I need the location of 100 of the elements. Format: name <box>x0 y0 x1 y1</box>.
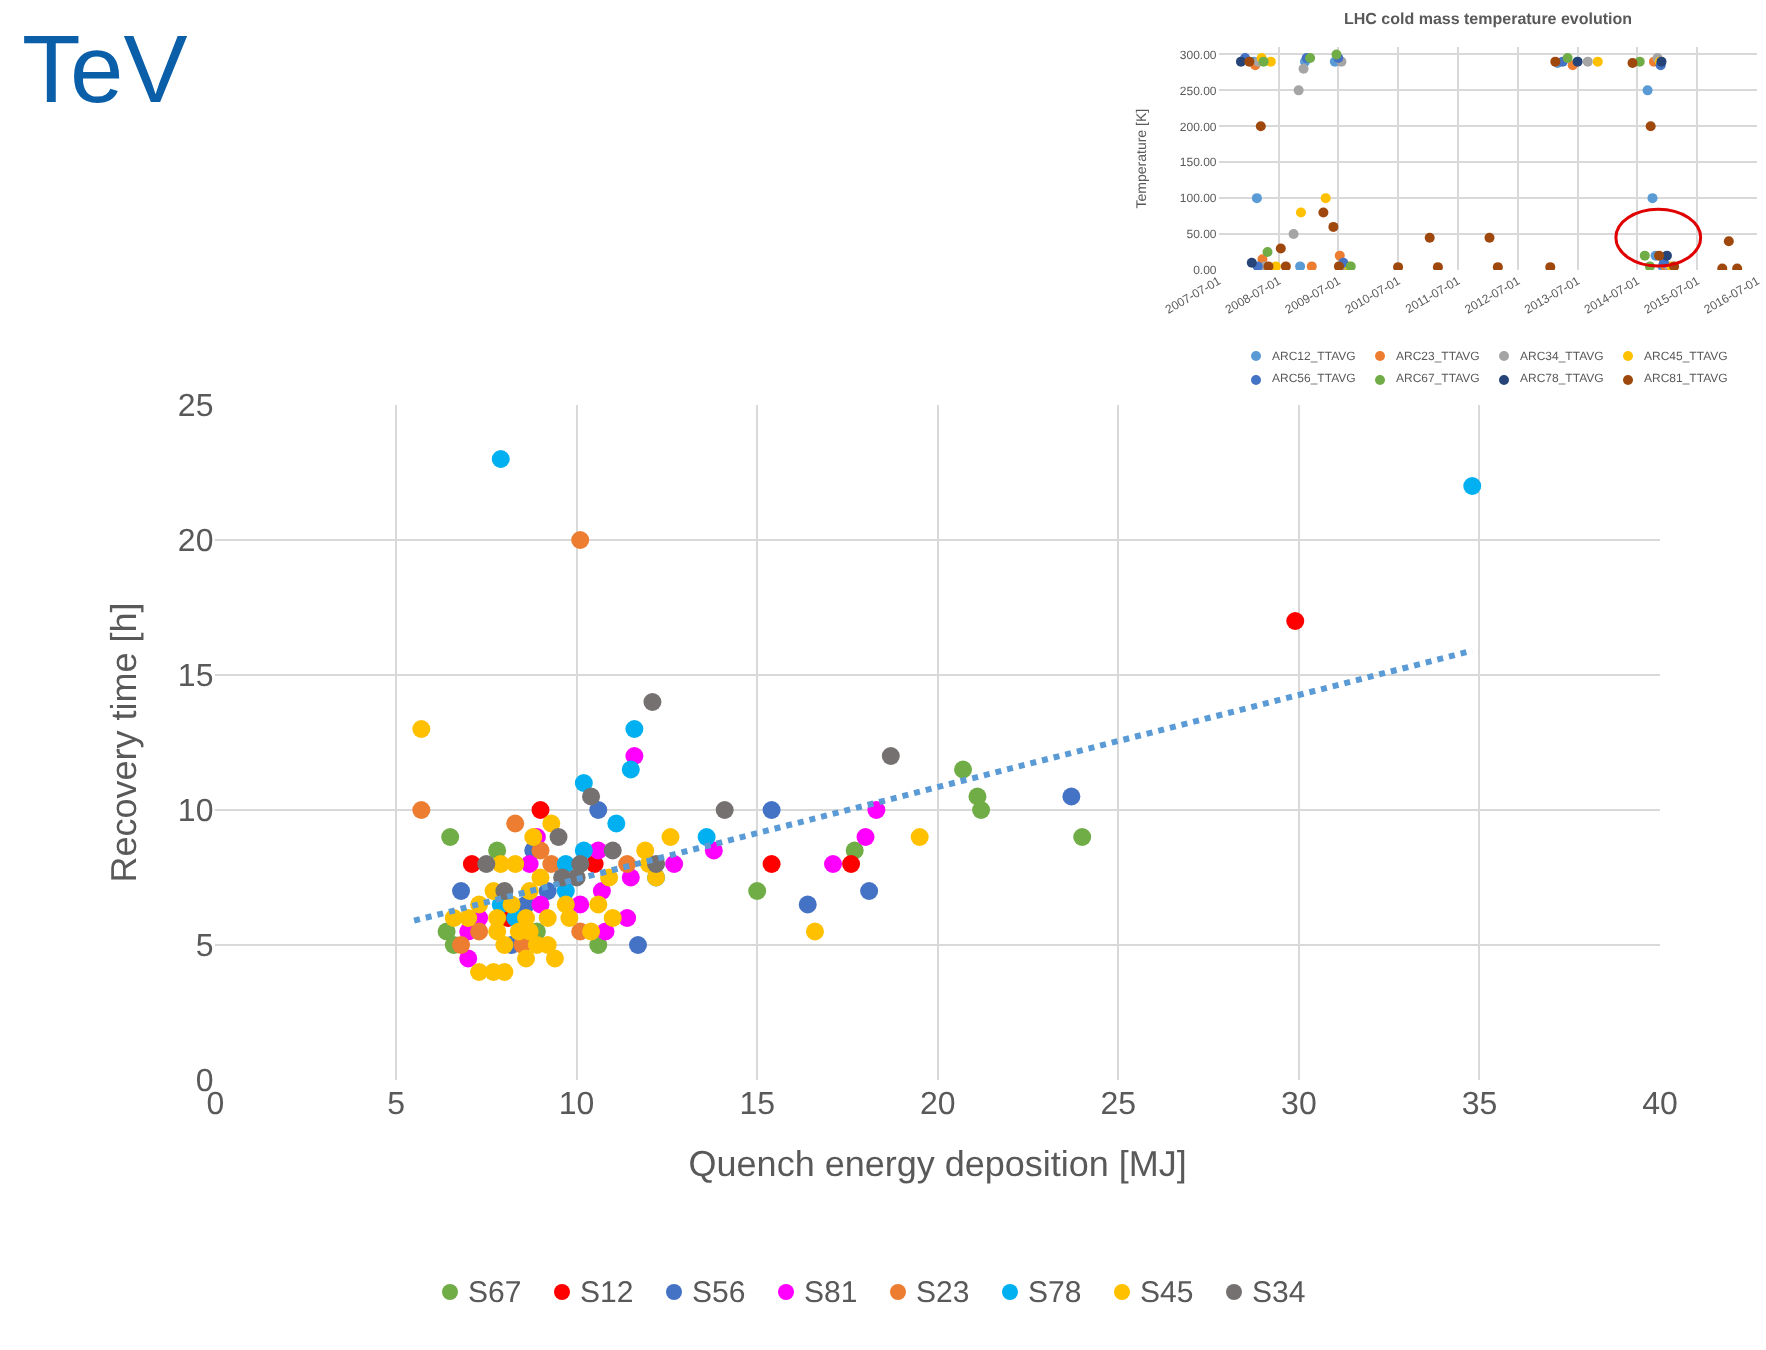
point <box>661 828 680 846</box>
point <box>531 841 550 860</box>
point <box>1073 828 1092 846</box>
point <box>1484 232 1495 243</box>
point <box>1582 56 1593 67</box>
point <box>531 895 550 914</box>
point <box>491 450 510 468</box>
point <box>1492 262 1503 270</box>
point <box>1432 262 1443 270</box>
point <box>531 801 550 819</box>
point <box>1251 193 1262 204</box>
point <box>697 828 716 846</box>
point <box>1320 193 1331 204</box>
legend-label: S56 <box>692 1276 746 1310</box>
point <box>1286 612 1305 630</box>
point <box>910 828 929 846</box>
point <box>441 828 460 846</box>
point <box>881 747 900 765</box>
point <box>452 936 471 954</box>
point <box>531 868 550 887</box>
point <box>1275 243 1286 254</box>
point <box>607 814 626 833</box>
point <box>1592 56 1603 67</box>
point <box>860 882 879 900</box>
legend-label: S45 <box>1140 1276 1194 1310</box>
x-tick-label: 10 <box>558 1088 595 1122</box>
point <box>538 909 557 927</box>
point <box>954 760 973 779</box>
point <box>1463 477 1482 495</box>
point <box>560 909 579 927</box>
point <box>824 855 843 873</box>
legend-label: S67 <box>468 1276 522 1310</box>
point <box>1235 56 1246 67</box>
y-tick-label: 5 <box>195 930 214 965</box>
point <box>1306 261 1317 270</box>
point <box>1723 236 1734 247</box>
chart-title: TeV <box>22 18 188 124</box>
point <box>1333 261 1344 270</box>
point <box>748 882 767 900</box>
legend-label: S23 <box>916 1276 970 1310</box>
y-tick-label: 10 <box>177 795 214 830</box>
chart-title: LHC cold mass temperature evolution <box>1344 10 1633 28</box>
point <box>629 936 647 954</box>
point <box>798 895 817 914</box>
point <box>1295 207 1306 218</box>
point <box>1262 247 1273 258</box>
point <box>603 841 622 860</box>
point <box>517 949 536 968</box>
point <box>412 801 431 819</box>
point <box>477 855 496 873</box>
point <box>542 814 561 833</box>
point <box>1318 207 1329 218</box>
x-tick-label: 20 <box>919 1088 956 1122</box>
point <box>459 949 478 968</box>
point <box>1639 250 1650 261</box>
point <box>1642 85 1653 96</box>
y-tick-label: 25 <box>177 390 214 425</box>
legend-label: S12 <box>580 1276 634 1310</box>
x-tick-label: 35 <box>1461 1088 1498 1122</box>
point <box>1645 121 1656 132</box>
point <box>842 855 861 873</box>
point <box>1280 261 1291 270</box>
point <box>582 787 601 806</box>
x-tick-label: 5 <box>387 1088 406 1122</box>
point <box>459 909 478 927</box>
point <box>805 922 824 941</box>
point <box>1545 262 1556 270</box>
point <box>665 855 684 873</box>
point <box>545 949 564 968</box>
x-axis-title: Quench energy deposition [MJ] <box>688 1144 1187 1185</box>
x-tick-label: 40 <box>1642 1088 1679 1122</box>
point <box>571 531 590 549</box>
point <box>762 801 781 819</box>
point <box>1562 53 1573 64</box>
point <box>506 814 525 833</box>
point <box>1572 56 1583 67</box>
point <box>495 936 514 954</box>
point <box>574 774 593 792</box>
point <box>589 895 608 914</box>
point <box>625 720 644 738</box>
x-tick-label: 30 <box>1281 1088 1317 1122</box>
point <box>1627 58 1638 69</box>
legend-label: S78 <box>1028 1276 1082 1310</box>
legend-label: S34 <box>1252 1276 1306 1310</box>
point <box>452 882 471 900</box>
point <box>549 828 568 846</box>
point <box>1393 262 1404 270</box>
point <box>856 828 875 846</box>
point <box>506 855 525 873</box>
point <box>972 801 991 819</box>
point <box>1255 121 1266 132</box>
y-axis-title: Recovery time [h] <box>104 602 145 883</box>
x-tick-label: 25 <box>1100 1088 1137 1122</box>
point <box>1293 85 1304 96</box>
point <box>582 922 601 941</box>
x-tick-label: 15 <box>739 1088 776 1122</box>
point <box>762 855 781 873</box>
y-tick-label: 15 <box>177 660 214 695</box>
point <box>1288 229 1299 240</box>
point <box>470 922 489 941</box>
